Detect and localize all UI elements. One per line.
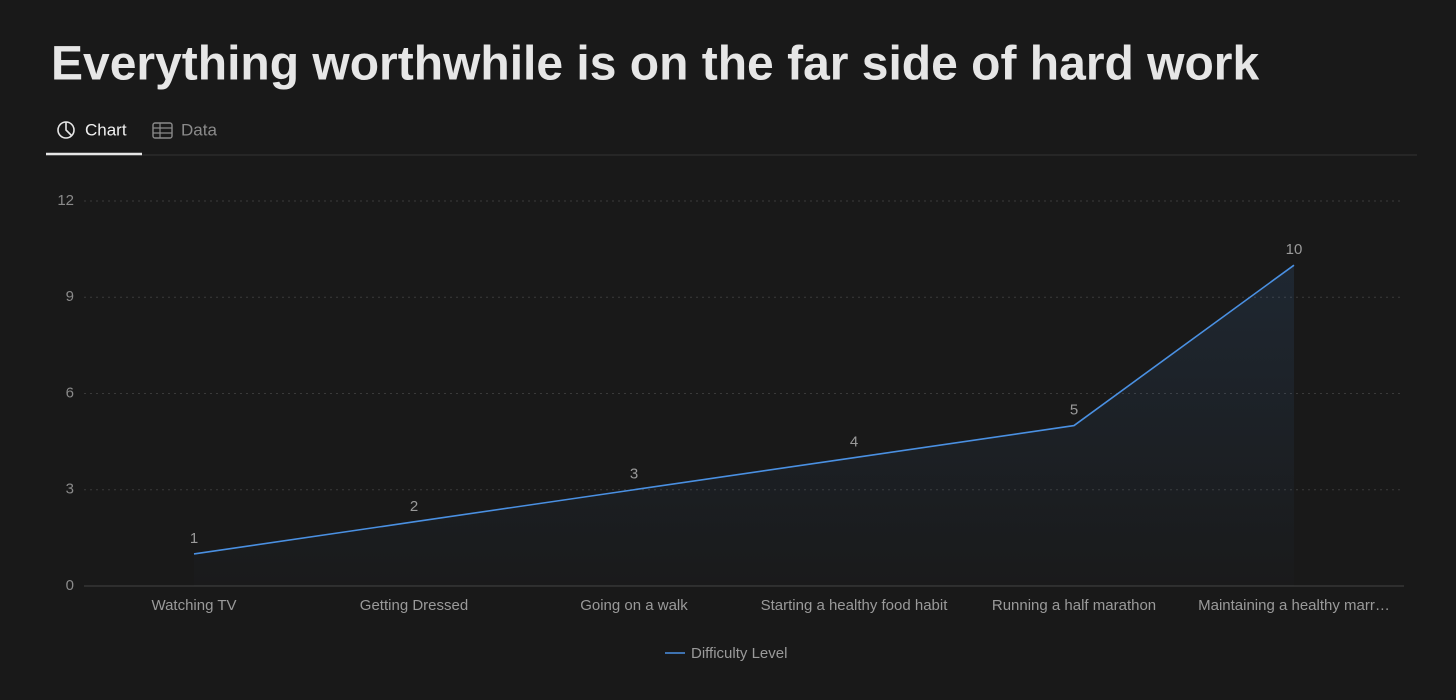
data-label: 3 <box>630 466 638 483</box>
chart-title: Everything worthwhile is on the far side… <box>51 38 1259 91</box>
line <box>193 264 1295 555</box>
chart-icon-hand <box>65 122 73 137</box>
tab-label[interactable]: Data <box>181 120 217 139</box>
x-tick-label: Running a half marathon <box>992 597 1156 614</box>
tab-data[interactable]: Data <box>152 120 217 139</box>
x-tick-label: Getting Dressed <box>360 597 468 614</box>
tab-label[interactable]: Chart <box>85 120 127 139</box>
table-icon-lines <box>153 123 172 138</box>
x-tick-label: Starting a healthy food habit <box>761 597 949 614</box>
data-label: 1 <box>190 530 198 547</box>
x-tick-label: Going on a walk <box>580 597 688 614</box>
data-label: 5 <box>1070 402 1078 419</box>
data-label: 4 <box>850 434 858 451</box>
data-label: 2 <box>410 498 418 515</box>
y-tick-label: 0 <box>66 577 74 594</box>
x-tick-label: Watching TV <box>151 597 236 614</box>
y-tick-label: 12 <box>57 192 74 209</box>
area <box>194 265 1294 586</box>
y-tick-label: 3 <box>66 481 74 498</box>
y-tick-label: 6 <box>66 384 74 401</box>
x-tick-label: Maintaining a healthy marr… <box>1198 597 1390 614</box>
y-tick-label: 9 <box>66 288 74 305</box>
table-icon <box>152 122 173 139</box>
data-label: 10 <box>1286 241 1303 258</box>
tab-chart[interactable]: Chart <box>57 120 127 139</box>
legend-label: Difficulty Level <box>691 645 787 662</box>
